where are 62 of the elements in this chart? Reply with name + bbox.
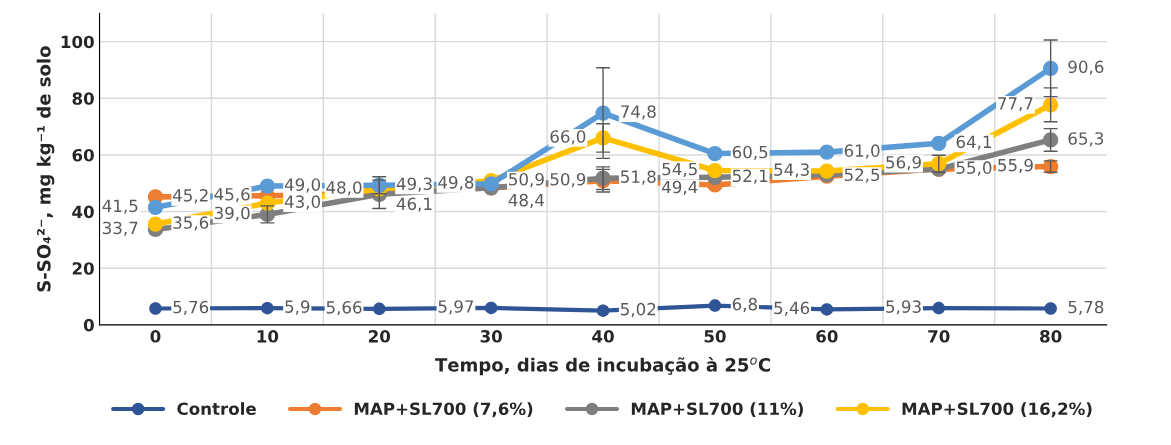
- data-label: 6,8: [732, 297, 757, 313]
- data-label: 51,8: [621, 170, 656, 185]
- y-tick-label: 100: [61, 35, 94, 49]
- data-label: 77,7: [998, 97, 1033, 112]
- data-label: 49,0: [284, 178, 321, 193]
- data-label: 66,0: [550, 130, 586, 145]
- y-tick-label: 60: [72, 148, 94, 162]
- x-tick-label: 10: [257, 330, 279, 343]
- data-label: 48,4: [508, 193, 545, 209]
- y-tick-label: 80: [72, 92, 94, 105]
- data-label: 74,8: [621, 105, 656, 120]
- x-tick-label: 70: [928, 330, 950, 343]
- legend-label: MAP+SL700 (16,2%): [902, 402, 1092, 418]
- x-tick-label: 60: [816, 330, 838, 343]
- y-tick-label: 20: [72, 262, 94, 275]
- data-label: 50,9: [509, 172, 544, 188]
- data-label: 54,3: [774, 163, 809, 178]
- x-tick-label: 30: [480, 330, 502, 343]
- data-label: 5,78: [1068, 300, 1104, 316]
- data-label: 49,8: [438, 176, 474, 191]
- data-label: 50,9: [550, 172, 586, 188]
- data-label: 60,5: [732, 145, 768, 161]
- data-label: 55,9: [998, 158, 1033, 174]
- data-label: 45,2: [172, 189, 208, 204]
- y-tick-label: 40: [72, 205, 94, 219]
- data-label: 49,3: [396, 177, 432, 192]
- data-label: 90,6: [1068, 60, 1104, 75]
- data-label: 5,66: [326, 301, 362, 316]
- data-label: 33,7: [102, 221, 138, 236]
- data-label: 49,4: [662, 180, 698, 196]
- data-label: 39,0: [214, 206, 250, 221]
- legend-label: Controle: [177, 402, 256, 416]
- legend-label: MAP+SL700 (11%): [631, 402, 803, 418]
- x-tick-label: 20: [369, 330, 391, 343]
- data-label: 45,6: [214, 187, 250, 203]
- data-label: 5,02: [621, 302, 656, 318]
- data-label: 54,5: [662, 162, 697, 178]
- x-tick-label: 80: [1040, 330, 1062, 343]
- data-label: 35,6: [173, 216, 209, 231]
- x-tick-label: 50: [704, 330, 726, 343]
- y-axis-title: S-SO₄²⁻, mg kg⁻¹ de solo: [36, 46, 55, 292]
- data-label: 56,9: [886, 155, 921, 171]
- data-label: 61,0: [844, 144, 880, 159]
- data-label: 43,0: [284, 195, 321, 210]
- data-label: 5,46: [774, 301, 810, 316]
- x-tick-label: 40: [592, 330, 614, 343]
- data-label: 5,93: [886, 300, 921, 315]
- data-label: 5,9: [285, 300, 310, 315]
- data-label: 46,1: [396, 197, 432, 212]
- legend-label: MAP+SL700 (7,6%): [354, 402, 533, 418]
- x-axis-title: Tempo, dias de incubação à 25$^{o}$C: [435, 356, 770, 376]
- x-tick-label: 0: [150, 330, 161, 343]
- data-label: 5,76: [173, 300, 209, 316]
- data-label: 65,3: [1068, 132, 1104, 147]
- data-label: 64,1: [956, 135, 991, 150]
- y-tick-label: 0: [83, 318, 94, 332]
- data-label: 52,1: [732, 169, 768, 184]
- data-label: 48,0: [326, 181, 362, 196]
- data-label: 55,0: [956, 161, 992, 176]
- data-label: 52,5: [844, 168, 880, 183]
- data-label: 5,97: [438, 300, 474, 315]
- data-label: 41,5: [102, 199, 138, 214]
